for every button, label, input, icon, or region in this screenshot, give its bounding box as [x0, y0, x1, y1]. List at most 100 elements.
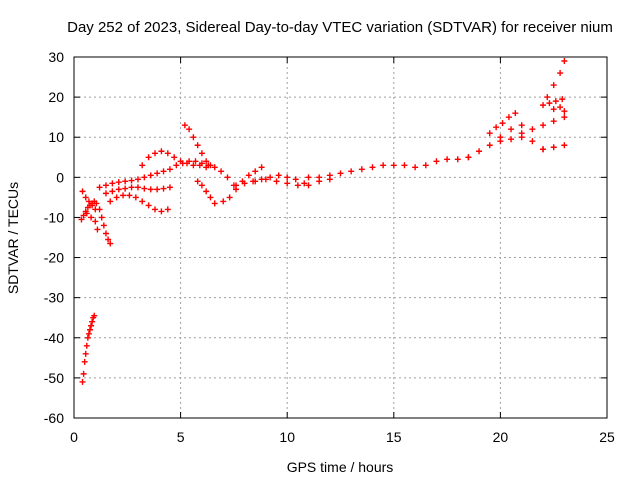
data-point: [164, 206, 171, 213]
data-point: [203, 158, 210, 165]
data-point: [139, 162, 146, 169]
data-point: [292, 176, 299, 183]
data-point: [83, 342, 90, 349]
data-point: [85, 330, 92, 337]
data-point: [132, 194, 139, 201]
data-point: [529, 126, 536, 133]
data-point: [476, 148, 483, 155]
x-tick-label: 15: [386, 429, 402, 445]
data-point: [139, 198, 146, 205]
data-point: [540, 146, 547, 153]
data-point: [96, 206, 103, 213]
data-point: [486, 130, 493, 137]
data-point: [518, 130, 525, 137]
y-tick-label: 20: [48, 89, 64, 105]
data-point: [518, 122, 525, 129]
data-point: [78, 216, 85, 223]
series-arc-midday-c: [194, 178, 218, 207]
series-arc-late-c: [550, 104, 568, 115]
data-point: [128, 184, 135, 191]
data-point: [84, 334, 91, 341]
data-point: [284, 174, 291, 181]
data-point: [305, 174, 312, 181]
grid: [74, 57, 607, 418]
data-point: [100, 222, 107, 229]
chart-title: Day 252 of 2023, Sidereal Day-to-day VTE…: [67, 19, 613, 36]
data-point: [190, 162, 197, 169]
data-point: [89, 202, 96, 209]
data-point: [113, 194, 120, 201]
series-arc-early-steep: [79, 312, 98, 385]
data-point: [80, 212, 87, 219]
data-point: [122, 185, 129, 192]
data-point: [102, 230, 109, 237]
data-point: [211, 164, 218, 171]
data-point: [126, 192, 133, 199]
data-points: [78, 58, 568, 385]
data-point: [91, 312, 98, 319]
data-point: [102, 190, 109, 197]
data-point: [233, 182, 240, 189]
data-point: [505, 114, 512, 121]
series-arc-evening: [305, 154, 472, 181]
data-point: [88, 322, 95, 329]
data-point: [220, 198, 227, 205]
data-point: [93, 200, 100, 207]
data-point: [158, 148, 165, 155]
y-tick-label: -50: [44, 370, 64, 386]
data-point: [160, 168, 167, 175]
data-point: [358, 166, 365, 173]
data-point: [109, 188, 116, 195]
data-point: [105, 236, 112, 243]
y-tick-label: -60: [44, 410, 64, 426]
data-point: [493, 124, 500, 131]
data-point: [147, 186, 154, 193]
y-tick-label: -30: [44, 290, 64, 306]
x-tick-label: 0: [70, 429, 78, 445]
data-point: [561, 142, 568, 149]
series-arc-late-b: [544, 58, 568, 101]
data-point: [337, 170, 344, 177]
data-point: [245, 172, 252, 179]
data-point: [540, 122, 547, 129]
data-point: [88, 214, 95, 221]
data-point: [79, 378, 86, 385]
data-point: [194, 178, 201, 185]
data-point: [262, 176, 269, 183]
data-point: [561, 108, 568, 115]
data-point: [141, 185, 148, 192]
data-point: [83, 210, 90, 217]
data-point: [181, 122, 188, 129]
data-point: [203, 188, 210, 195]
data-point: [433, 158, 440, 165]
data-point: [401, 162, 408, 169]
data-point: [82, 350, 89, 357]
data-point: [550, 106, 557, 113]
data-point: [540, 102, 547, 109]
data-point: [252, 178, 259, 185]
data-point: [141, 174, 148, 181]
data-point: [207, 194, 214, 201]
y-tick-label: -10: [44, 209, 64, 225]
data-point: [422, 162, 429, 169]
series-arc-morning-d: [139, 148, 210, 171]
data-point: [134, 176, 141, 183]
data-point: [550, 118, 557, 125]
series-arc-night-b: [486, 110, 519, 137]
data-point: [166, 166, 173, 173]
data-point: [218, 168, 225, 175]
plot-frame: [73, 56, 608, 419]
data-point: [107, 240, 114, 247]
data-point: [444, 156, 451, 163]
x-tick-label: 25: [599, 429, 615, 445]
data-point: [120, 192, 127, 199]
data-point: [160, 185, 167, 192]
data-point: [284, 180, 291, 187]
data-point: [508, 126, 515, 133]
y-tick-label: -20: [44, 250, 64, 266]
data-point: [134, 184, 141, 191]
data-point: [348, 168, 355, 175]
series-arc-morning-a: [96, 168, 167, 191]
series-arc-late-a: [540, 96, 566, 109]
data-point: [107, 198, 114, 205]
